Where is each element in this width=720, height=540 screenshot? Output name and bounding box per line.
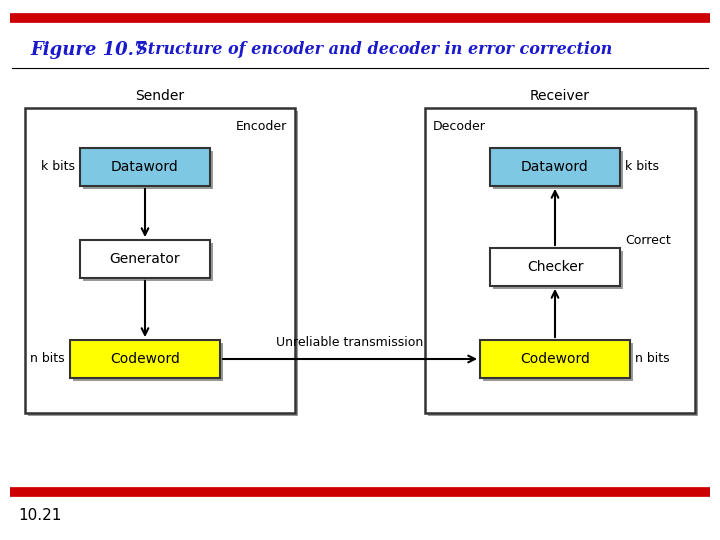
Bar — [80, 240, 210, 278]
Bar — [493, 251, 623, 289]
Text: Codeword: Codeword — [110, 352, 180, 366]
Text: Decoder: Decoder — [433, 120, 486, 133]
Bar — [480, 340, 630, 378]
Bar — [83, 151, 213, 189]
Text: Figure 10.7: Figure 10.7 — [30, 41, 146, 59]
Text: Sender: Sender — [135, 89, 184, 103]
Bar — [83, 243, 213, 281]
Text: k bits: k bits — [625, 160, 659, 173]
Bar — [490, 248, 620, 286]
Bar — [25, 108, 295, 413]
Text: n bits: n bits — [30, 353, 65, 366]
Text: Structure of encoder and decoder in error correction: Structure of encoder and decoder in erro… — [125, 42, 612, 58]
Text: n bits: n bits — [635, 353, 670, 366]
Text: Unreliable transmission: Unreliable transmission — [276, 336, 423, 349]
Bar — [28, 111, 298, 416]
Text: k bits: k bits — [41, 160, 75, 173]
Text: Receiver: Receiver — [530, 89, 590, 103]
Text: Codeword: Codeword — [520, 352, 590, 366]
Bar — [70, 340, 220, 378]
Bar — [483, 343, 633, 381]
Text: Checker: Checker — [527, 260, 583, 274]
Bar — [73, 343, 223, 381]
Text: Dataword: Dataword — [111, 160, 179, 174]
Text: Correct: Correct — [625, 233, 671, 246]
Bar — [80, 148, 210, 186]
Bar — [493, 151, 623, 189]
Text: Encoder: Encoder — [235, 120, 287, 133]
Bar — [428, 111, 698, 416]
Bar — [490, 148, 620, 186]
Bar — [425, 108, 695, 413]
Text: Dataword: Dataword — [521, 160, 589, 174]
Text: 10.21: 10.21 — [18, 508, 61, 523]
Text: Generator: Generator — [109, 252, 180, 266]
